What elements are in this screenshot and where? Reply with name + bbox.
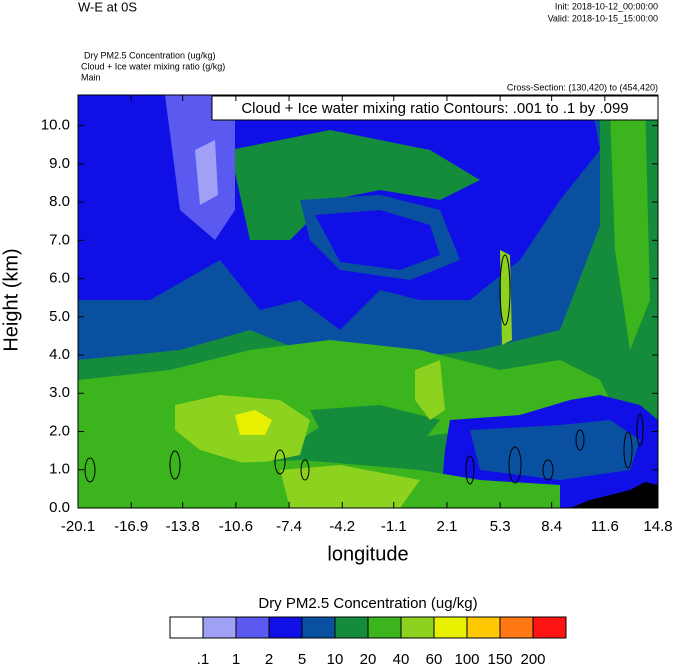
x-tick-label: 14.8 <box>643 518 672 535</box>
colorbar-label: 5 <box>298 651 306 667</box>
x-tick-label: 5.3 <box>490 518 511 535</box>
contour-region <box>195 140 218 205</box>
init-time: Init: 2018-10-12_00:00:00 <box>555 1 658 11</box>
contour-note: Cloud + Ice water mixing ratio Contours:… <box>241 100 628 117</box>
colorbar-label: 100 <box>454 651 479 667</box>
cloud-contour <box>508 446 522 484</box>
field-label: Dry PM2.5 Concentration (ug/kg) <box>84 50 216 60</box>
y-tick-label: 7.0 <box>49 231 70 248</box>
y-tick-label: 3.0 <box>49 384 70 401</box>
colorbar-box <box>301 616 336 639</box>
colorbar-box <box>466 616 501 639</box>
colorbar-box <box>202 616 237 639</box>
cloud-contour <box>623 431 633 469</box>
contour-region <box>610 100 650 350</box>
colorbar-label: 150 <box>487 651 512 667</box>
x-tick-label: -7.4 <box>276 518 302 535</box>
contour-region <box>235 410 272 435</box>
colorbar-box <box>334 616 369 639</box>
field-label: Main <box>81 72 101 82</box>
chart-title: W-E at 0S <box>78 0 137 14</box>
y-axis-label: Height (km) <box>0 248 22 351</box>
colorbar-box <box>169 616 204 639</box>
colorbar-box <box>532 616 567 639</box>
x-tick-label: -13.8 <box>166 518 200 535</box>
contour-region <box>280 465 420 508</box>
x-tick-label: 8.4 <box>541 518 562 535</box>
cloud-contour <box>300 459 310 481</box>
colorbar-box <box>235 616 270 639</box>
valid-time: Valid: 2018-10-15_15:00:00 <box>548 13 658 23</box>
y-tick-label: 1.0 <box>49 461 70 478</box>
colorbar-box <box>367 616 402 639</box>
cloud-contour <box>499 254 511 326</box>
colorbar-label: 2 <box>265 651 273 667</box>
colorbar-label: .1 <box>197 651 210 667</box>
cloud-contour <box>465 455 475 485</box>
contour-region <box>415 360 445 420</box>
colorbar-label: 40 <box>393 651 410 667</box>
cloud-contour <box>84 457 96 483</box>
colorbar-box <box>400 616 435 639</box>
x-tick-label: -20.1 <box>61 518 95 535</box>
contour-field <box>78 95 658 508</box>
y-tick-label: 10.0 <box>41 117 70 134</box>
x-tick-label: -10.6 <box>219 518 253 535</box>
colorbar-box <box>433 616 468 639</box>
colorbar-label: 20 <box>360 651 377 667</box>
x-tick-label: -4.2 <box>329 518 355 535</box>
plot-frame <box>77 94 659 509</box>
terrain <box>570 482 658 508</box>
cloud-contour <box>274 449 286 475</box>
cloud-contour <box>169 450 181 480</box>
x-tick-label: 2.1 <box>437 518 458 535</box>
colorbar-title: Dry PM2.5 Concentration (ug/kg) <box>258 595 477 612</box>
y-tick-label: 8.0 <box>49 193 70 210</box>
colorbar-label: 60 <box>426 651 443 667</box>
contour-region <box>470 420 640 480</box>
y-tick-label: 0.0 <box>49 499 70 516</box>
contour-region <box>230 130 480 240</box>
colorbar-box <box>499 616 534 639</box>
y-tick-label: 2.0 <box>49 422 70 439</box>
y-tick-label: 9.0 <box>49 155 70 172</box>
contour-region <box>310 405 440 445</box>
colorbar-label: 200 <box>520 651 545 667</box>
y-tick-label: 5.0 <box>49 308 70 325</box>
x-tick-label: 11.6 <box>591 518 619 535</box>
cloud-contour <box>542 459 554 481</box>
colorbar-label: 1 <box>232 651 240 667</box>
contour-region <box>315 210 440 270</box>
x-axis-label: longitude <box>327 543 408 565</box>
colorbar-box <box>268 616 303 639</box>
y-tick-label: 4.0 <box>49 346 70 363</box>
cloud-contour <box>575 429 585 451</box>
cloud-contour <box>636 413 644 447</box>
x-tick-label: -16.9 <box>114 518 148 535</box>
cross-section: Cross-Section: (130,420) to (454,420) <box>507 82 658 92</box>
x-tick-label: -1.1 <box>381 518 407 535</box>
colorbar-label: 10 <box>327 651 344 667</box>
y-tick-label: 6.0 <box>49 270 70 287</box>
field-label: Cloud + Ice water mixing ratio (g/kg) <box>81 61 225 71</box>
